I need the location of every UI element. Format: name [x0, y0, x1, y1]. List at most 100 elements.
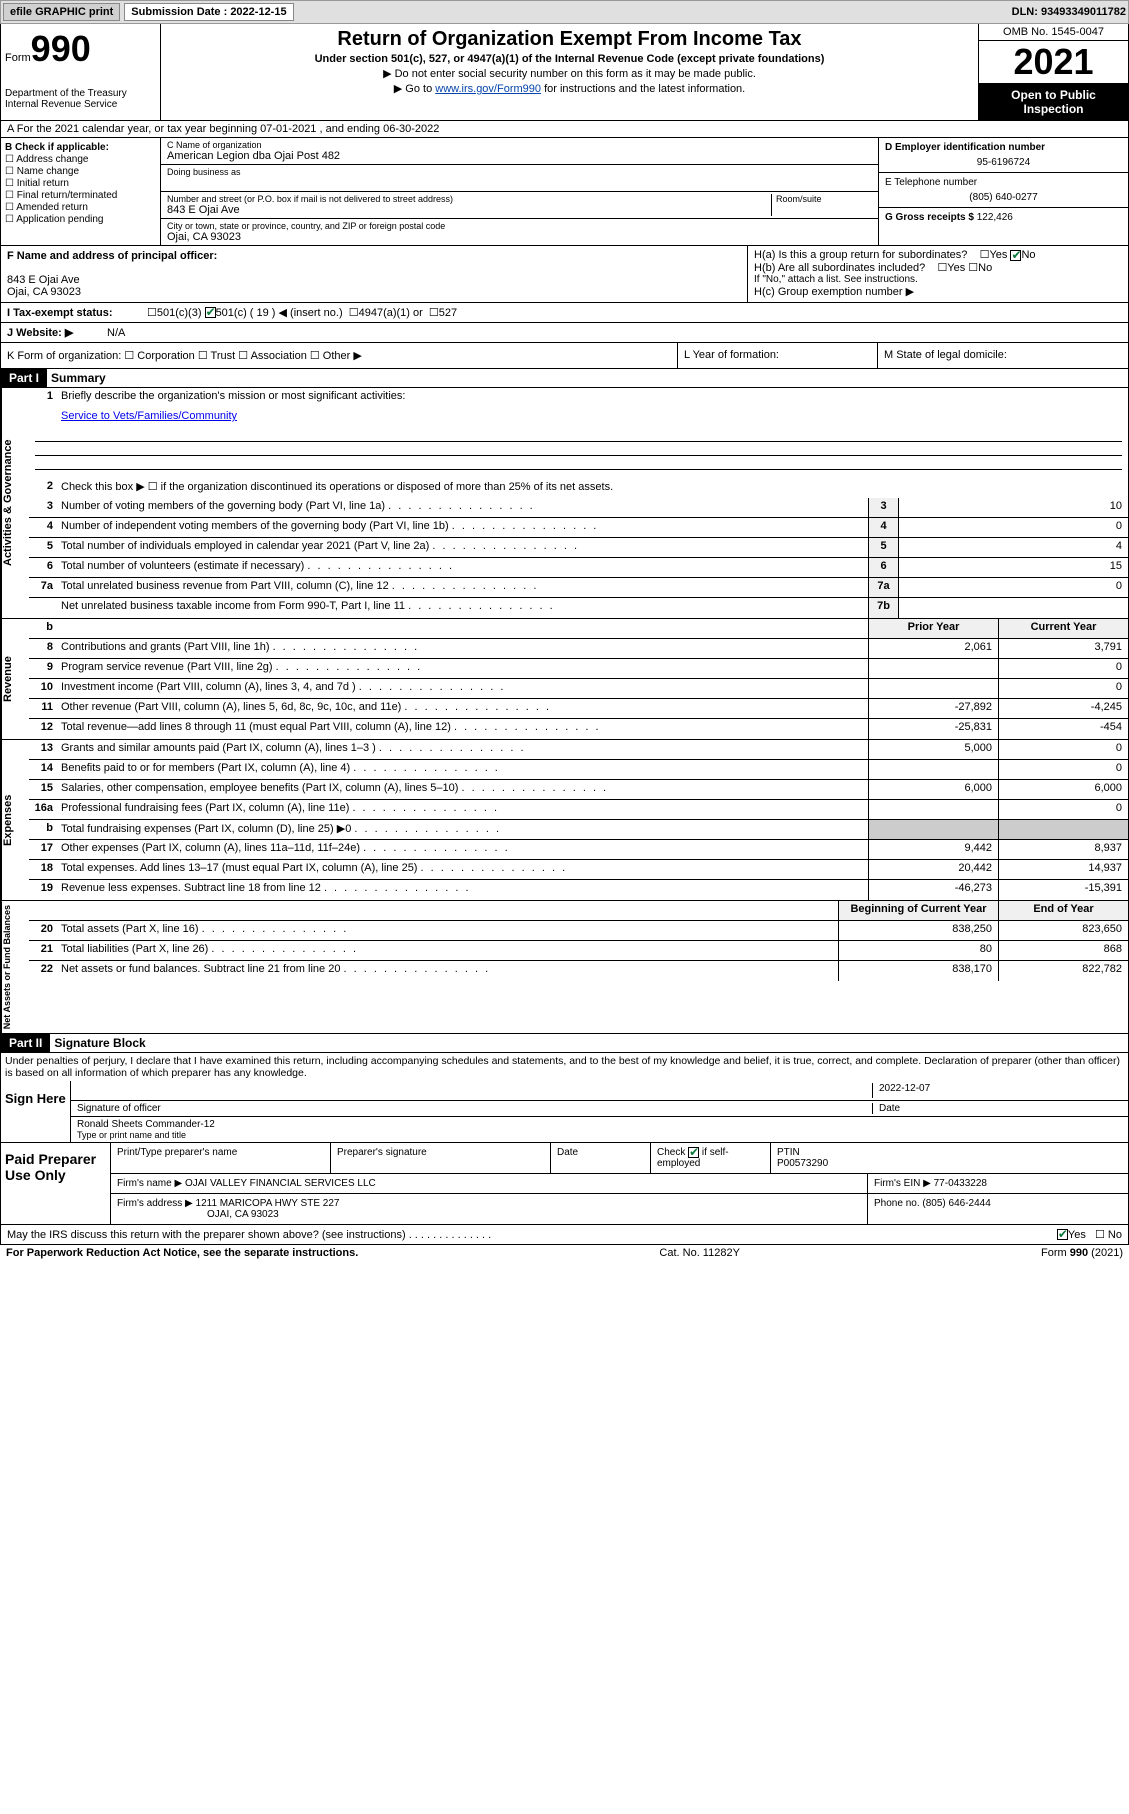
q2-label: Check this box ▶ ☐ if the organization d… — [57, 478, 1128, 498]
part2-label: Part II — [1, 1034, 50, 1052]
hb-line: H(b) Are all subordinates included? ☐Yes… — [754, 261, 1122, 274]
q1-label: Briefly describe the organization's miss… — [57, 388, 1128, 408]
chk-label: Name change — [17, 166, 79, 177]
phone-label: E Telephone number — [885, 177, 1122, 188]
ptin-label: PTIN — [777, 1147, 800, 1158]
line-k: K Form of organization: ☐ Corporation ☐ … — [1, 343, 678, 368]
col-b-title: B Check if applicable: — [5, 142, 156, 153]
mission-line — [35, 442, 1122, 456]
section-f-h: F Name and address of principal officer:… — [0, 246, 1129, 303]
sign-here-label: Sign Here — [1, 1081, 71, 1142]
addr-label: Number and street (or P.O. box if mail i… — [167, 194, 767, 204]
note2-pre: ▶ Go to — [394, 83, 435, 95]
prior-year-hdr: Prior Year — [868, 619, 998, 638]
firm-name: OJAI VALLEY FINANCIAL SERVICES LLC — [185, 1178, 376, 1189]
org-name-row: C Name of organization American Legion d… — [161, 138, 878, 165]
part2-header: Part II Signature Block — [0, 1034, 1129, 1053]
header-left: Form990 Department of the Treasury Inter… — [1, 24, 161, 120]
chk-final-return[interactable]: ☐ Final return/terminated — [5, 190, 156, 201]
header-middle: Return of Organization Exempt From Incom… — [161, 24, 978, 120]
addr-value: 843 E Ojai Ave — [167, 204, 767, 216]
org-name-label: C Name of organization — [167, 140, 872, 150]
form-number: 990 — [31, 28, 91, 69]
paperwork-notice: For Paperwork Reduction Act Notice, see … — [6, 1247, 358, 1259]
i-501c3: 501(c)(3) — [157, 307, 202, 319]
rev-rows: bPrior YearCurrent Year 8Contributions a… — [29, 619, 1128, 739]
signer-name-label: Type or print name and title — [77, 1130, 1122, 1140]
expenses-section: Expenses 13Grants and similar amounts pa… — [0, 740, 1129, 901]
ein-label: Firm's EIN ▶ — [874, 1178, 931, 1189]
submission-date-label: Submission Date : 2022-12-15 — [124, 3, 293, 21]
firm-phone-label: Phone no. — [874, 1198, 920, 1209]
f-label: F Name and address of principal officer: — [7, 250, 217, 262]
penalties-text: Under penalties of perjury, I declare th… — [0, 1053, 1129, 1081]
efile-print-button[interactable]: efile GRAPHIC print — [3, 3, 120, 21]
paid-preparer-label: Paid Preparer Use Only — [1, 1143, 111, 1224]
city-value: Ojai, CA 93023 — [167, 231, 872, 243]
f-addr1: 843 E Ojai Ave — [7, 274, 80, 286]
chk-amended[interactable]: ☐ Amended return — [5, 202, 156, 213]
chk-name-change[interactable]: ☐ Name change — [5, 166, 156, 177]
firm-addr2: OJAI, CA 93023 — [207, 1209, 279, 1220]
i-501c-checkbox[interactable] — [205, 307, 216, 318]
gross-value: 122,426 — [977, 212, 1013, 223]
tax-year: 2021 — [979, 41, 1128, 84]
ha-line: H(a) Is this a group return for subordin… — [754, 248, 1122, 261]
dln-label: DLN: 93493349011782 — [1012, 6, 1126, 18]
self-emp-checkbox[interactable] — [688, 1147, 699, 1158]
firm-addr1: 1211 MARICOPA HWY STE 227 — [196, 1198, 340, 1209]
mission-line — [35, 456, 1122, 470]
gross-label: G Gross receipts $ — [885, 212, 974, 223]
i-527: 527 — [439, 307, 457, 319]
cat-no: Cat. No. 11282Y — [659, 1247, 740, 1259]
chk-initial-return[interactable]: ☐ Initial return — [5, 178, 156, 189]
omb-number: OMB No. 1545-0047 — [979, 24, 1128, 41]
j-label: J Website: ▶ — [7, 326, 107, 339]
column-d-e-g: D Employer identification number 95-6196… — [878, 138, 1128, 245]
form-word: Form — [5, 52, 31, 64]
revenue-section: Revenue bPrior YearCurrent Year 8Contrib… — [0, 619, 1129, 740]
beg-year-hdr: Beginning of Current Year — [838, 901, 998, 920]
prep-date-hdr: Date — [551, 1143, 651, 1173]
net-side-label: Net Assets or Fund Balances — [1, 901, 29, 1033]
principal-officer: F Name and address of principal officer:… — [1, 246, 748, 302]
dba-label: Doing business as — [167, 167, 872, 177]
h-section: H(a) Is this a group return for subordin… — [748, 246, 1128, 302]
ein-value: 95-6196724 — [885, 157, 1122, 168]
sig-officer-label: Signature of officer — [77, 1103, 872, 1114]
note2-post: for instructions and the latest informat… — [541, 83, 745, 95]
mission-link[interactable]: Service to Vets/Families/Community — [61, 410, 237, 422]
chk-label: Address change — [16, 154, 88, 165]
chk-address-change[interactable]: ☐ Address change — [5, 154, 156, 165]
firm-phone: (805) 646-2444 — [922, 1198, 990, 1209]
line-a: A For the 2021 calendar year, or tax yea… — [0, 121, 1129, 138]
j-value: N/A — [107, 327, 125, 339]
ha-label: H(a) Is this a group return for subordin… — [754, 249, 967, 261]
chk-label: Initial return — [17, 178, 69, 189]
chk-app-pending[interactable]: ☐ Application pending — [5, 214, 156, 225]
irs-link[interactable]: www.irs.gov/Form990 — [435, 83, 541, 95]
line-i: I Tax-exempt status: ☐ 501(c)(3) 501(c) … — [0, 303, 1129, 323]
discuss-yes-checkbox[interactable] — [1057, 1229, 1068, 1240]
end-year-hdr: End of Year — [998, 901, 1128, 920]
discuss-label: May the IRS discuss this return with the… — [7, 1229, 1057, 1241]
column-c: C Name of organization American Legion d… — [161, 138, 878, 245]
gross-receipts-row: G Gross receipts $ 122,426 — [879, 208, 1128, 227]
form-ref: Form 990 (2021) — [1041, 1247, 1123, 1259]
website-note: ▶ Go to www.irs.gov/Form990 for instruct… — [165, 82, 974, 95]
governance-section: Activities & Governance 1Briefly describ… — [0, 388, 1129, 619]
hc-line: H(c) Group exemption number ▶ — [754, 285, 1122, 298]
i-label: I Tax-exempt status: — [7, 307, 147, 319]
dept-label: Department of the Treasury Internal Reve… — [5, 88, 156, 110]
line-m: M State of legal domicile: — [878, 343, 1128, 368]
hb-note: If "No," attach a list. See instructions… — [754, 274, 1122, 285]
gov-side-label: Activities & Governance — [1, 388, 29, 618]
part1-label: Part I — [1, 369, 47, 387]
ha-no-checkbox[interactable] — [1010, 250, 1021, 261]
net-rows: Beginning of Current YearEnd of Year 20T… — [29, 901, 1128, 1033]
column-b-checkboxes: B Check if applicable: ☐ Address change … — [1, 138, 161, 245]
sign-date: 2022-12-07 — [872, 1083, 1122, 1098]
i-501c: 501(c) ( 19 ) ◀ (insert no.) — [216, 306, 343, 319]
footer: For Paperwork Reduction Act Notice, see … — [0, 1245, 1129, 1261]
exp-rows: 13Grants and similar amounts paid (Part … — [29, 740, 1128, 900]
